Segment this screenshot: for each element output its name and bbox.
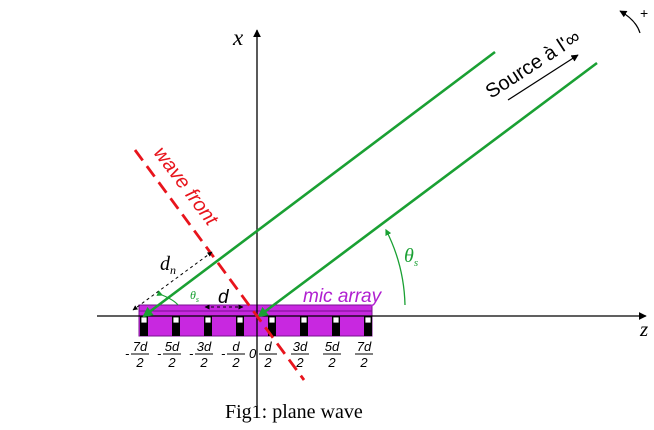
position-numerator: 3d: [197, 339, 212, 354]
position-denominator: 2: [263, 355, 272, 370]
microphone-capsule: [236, 316, 244, 324]
microphone: [204, 316, 212, 336]
microphones: [140, 316, 372, 336]
position-denominator: 2: [199, 355, 208, 370]
mic-array-label: mic array: [303, 286, 383, 307]
position-numerator: 3d: [293, 339, 308, 354]
position-minus-sign: -: [125, 346, 130, 361]
microphone: [300, 316, 308, 336]
figure-caption: Fig1: plane wave: [225, 401, 363, 423]
microphone: [172, 316, 180, 336]
microphone-capsule: [300, 316, 308, 324]
source-label: Source à l'∞: [482, 26, 585, 103]
position-denominator: 2: [295, 355, 304, 370]
position-denominator: 2: [359, 355, 368, 370]
distance-dn-line: [132, 251, 213, 311]
rotation-sign: +: [640, 5, 648, 21]
zero-label: 0: [249, 346, 257, 361]
microphone: [236, 316, 244, 336]
microphone-capsule: [204, 316, 212, 324]
position-numerator: 7d: [133, 339, 148, 354]
angle-label: θs: [404, 245, 418, 269]
z-axis-label: z: [639, 317, 648, 341]
microphone-capsule: [364, 316, 372, 324]
microphone: [140, 316, 148, 336]
x-axis-label: x: [232, 25, 244, 50]
wave-front-line: [133, 149, 306, 381]
spacing-d-label: d: [218, 287, 230, 308]
microphone: [364, 316, 372, 336]
microphone-capsule: [268, 316, 276, 324]
position-minus-sign: -: [189, 346, 194, 361]
position-numerator: 5d: [165, 339, 180, 354]
position-minus-sign: -: [221, 346, 226, 361]
microphone: [332, 316, 340, 336]
microphone-capsule: [332, 316, 340, 324]
small-angle-arc: [156, 290, 179, 306]
position-denominator: 2: [231, 355, 240, 370]
small-angle-label: θs: [190, 288, 199, 304]
rotation-arrow: [619, 10, 641, 34]
ray-lower: [257, 61, 598, 318]
position-denominator: 2: [167, 355, 176, 370]
position-minus-sign: -: [157, 346, 162, 361]
position-numerator: 5d: [325, 339, 340, 354]
position-denominator: 2: [327, 355, 336, 370]
position-denominator: 2: [135, 355, 144, 370]
microphone-capsule: [140, 316, 148, 324]
microphone-capsule: [172, 316, 180, 324]
position-numerator: d: [264, 339, 272, 354]
distance-dn-label: dn: [160, 253, 176, 277]
microphone: [268, 316, 276, 336]
position-numerator: 7d: [357, 339, 372, 354]
source-direction-arrow: [507, 54, 579, 101]
angle-arc: [385, 228, 406, 306]
position-numerator: d: [232, 339, 240, 354]
